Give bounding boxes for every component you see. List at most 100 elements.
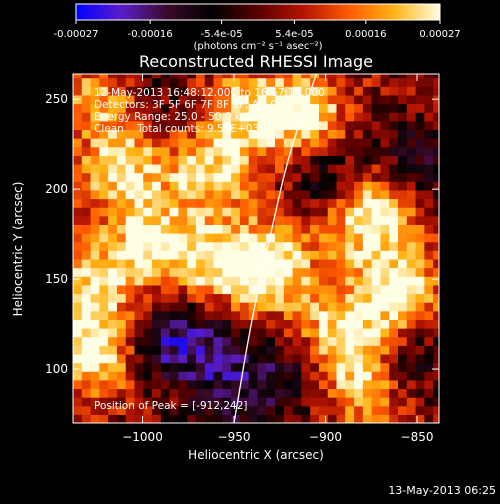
heatmap-cell [239, 138, 250, 148]
heatmap-cell [398, 388, 408, 398]
heatmap-cell [125, 129, 136, 139]
heatmap-cell [143, 86, 153, 96]
heatmap-cell [301, 189, 311, 200]
heatmap-cell [204, 138, 215, 148]
heatmap-cell [345, 276, 355, 286]
heatmap-cell [398, 74, 408, 79]
heatmap-cell [283, 353, 294, 364]
heatmap-cell [336, 172, 346, 182]
heatmap-cell [310, 138, 320, 148]
heatmap-cell [134, 267, 144, 277]
heatmap-cell [301, 284, 311, 295]
heatmap-cell [354, 241, 364, 251]
heatmap-cell [283, 224, 294, 234]
heatmap-cell [169, 163, 179, 174]
heatmap-cell [222, 120, 232, 131]
heatmap-cell [275, 172, 285, 182]
heatmap-cell [406, 189, 417, 200]
heatmap-cell [327, 276, 338, 286]
heatmap-cell [389, 207, 399, 217]
heatmap-cell [257, 293, 267, 303]
heatmap-cell [160, 379, 171, 390]
heatmap-cell [90, 267, 100, 277]
heatmap-cell [160, 397, 171, 407]
heatmap-cell [345, 77, 355, 87]
heatmap-cell [275, 207, 285, 217]
heatmap-cell [318, 362, 329, 372]
heatmap-cell [406, 353, 417, 364]
heatmap-cell [143, 207, 153, 217]
heatmap-cell [125, 74, 136, 79]
heatmap-cell [73, 293, 83, 303]
heatmap-cell [433, 146, 439, 156]
heatmap-cell [73, 172, 83, 182]
heatmap-cell [195, 94, 206, 105]
heatmap-cell [116, 207, 127, 217]
heatmap-cell [134, 198, 144, 208]
heatmap-cell [239, 112, 250, 122]
heatmap-cell [99, 86, 109, 96]
heatmap-cell [169, 397, 179, 407]
heatmap-cell [169, 336, 179, 346]
heatmap-cell [195, 284, 206, 295]
heatmap-cell [248, 129, 259, 139]
colorbar-ticks: -0.00027 -0.00016 -5.4e-05 5.4e-05 0.00016 0.… [54, 20, 461, 40]
heatmap-cell [160, 207, 171, 217]
heatmap-cell [362, 146, 373, 156]
heatmap-cell [239, 120, 250, 131]
heatmap-cell [187, 155, 197, 165]
colorbar: -0.00027 -0.00016 -5.4e-05 5.4e-05 0.00016 0.… [54, 3, 461, 52]
heatmap-cell [160, 258, 171, 269]
heatmap-cell [90, 379, 100, 390]
heatmap-cell [73, 207, 83, 217]
heatmap-cell [371, 77, 382, 87]
heatmap-cell [398, 250, 408, 260]
heatmap-cell [318, 267, 329, 277]
heatmap-cell [239, 207, 250, 217]
heatmap-cell [424, 146, 434, 156]
heatmap-cell [152, 129, 162, 139]
heatmap-cell [108, 405, 118, 415]
heatmap-cell [125, 345, 136, 355]
heatmap-cell [389, 276, 399, 286]
heatmap-cell [116, 241, 127, 251]
heatmap-cell [345, 328, 355, 338]
heatmap-cell [354, 86, 364, 96]
heatmap-cell [406, 328, 417, 338]
heatmap-cell [406, 267, 417, 277]
heatmap-cell [283, 77, 294, 87]
heatmap-cell [231, 129, 241, 139]
heatmap-cell [266, 284, 276, 295]
heatmap-cell [283, 293, 294, 303]
heatmap-cell [178, 189, 188, 200]
heatmap-cell [204, 233, 215, 243]
heatmap-cell [354, 77, 364, 87]
heatmap-cell [310, 362, 320, 372]
heatmap-cell [125, 250, 136, 260]
heatmap-cell [160, 120, 171, 131]
heatmap-cell [81, 371, 92, 381]
heatmap-cell [283, 310, 294, 320]
heatmap-cell [362, 77, 373, 87]
heatmap-cell [152, 310, 162, 320]
heatmap-cell [336, 405, 346, 415]
heatmap-cell [134, 146, 144, 156]
heatmap-cell [345, 397, 355, 407]
heatmap-cell [73, 336, 83, 346]
heatmap-cell [187, 241, 197, 251]
heatmap-cell [169, 189, 179, 200]
heatmap-cell [160, 189, 171, 200]
heatmap-cell [371, 379, 382, 390]
heatmap-cell [116, 224, 127, 234]
heatmap-cell [362, 336, 373, 346]
footer-timestamp: 13-May-2013 06:25 [388, 484, 496, 497]
heatmap-cell [257, 284, 267, 295]
heatmap-cell [310, 224, 320, 234]
heatmap-cell [152, 276, 162, 286]
heatmap-cell [371, 207, 382, 217]
heatmap-cell [362, 233, 373, 243]
heatmap-cell [143, 146, 153, 156]
heatmap-cell [116, 293, 127, 303]
heatmap-cell [178, 258, 188, 269]
heatmap-cell [354, 284, 364, 295]
